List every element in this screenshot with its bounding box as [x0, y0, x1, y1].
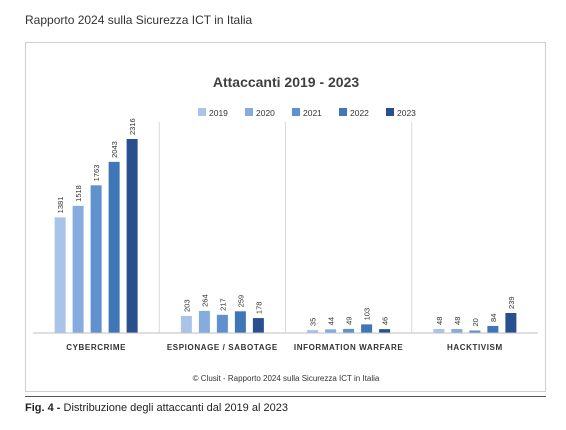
- bar-2-2023: [252, 318, 264, 333]
- data-label-1-2021: 1763: [92, 165, 101, 182]
- figure-label: Fig. 4 -: [25, 402, 61, 414]
- bar-2-2022: [234, 311, 246, 333]
- data-label-4-2023: 239: [507, 296, 516, 309]
- category-label: ESPIONAGE / SABOTAGE: [167, 343, 278, 352]
- figure-caption: Fig. 4 - Distribuzione degli attaccanti …: [25, 402, 288, 414]
- bars-group: 1381 1518 1763 2043 2316 203 264 217 259 178 35 44 4…: [54, 118, 517, 333]
- data-label-2-2019: 203: [182, 299, 191, 312]
- legend-label-2023: 2023: [397, 108, 416, 118]
- legend-label-2022: 2022: [350, 108, 369, 118]
- bar-3-2022: [361, 324, 373, 333]
- bar-4-2021: [469, 330, 481, 333]
- bar-2-2021: [216, 314, 228, 333]
- legend-swatch-2023: [386, 108, 394, 116]
- bar-4-2023: [505, 312, 517, 333]
- data-label-1-2019: 1381: [56, 197, 65, 214]
- legend-label-2019: 2019: [209, 108, 228, 118]
- report-header: Rapporto 2024 sulla Sicurezza ICT in Ita…: [25, 13, 253, 27]
- figure-rule: [25, 396, 546, 397]
- data-label-3-2021: 49: [345, 317, 354, 325]
- bar-3-2020: [325, 329, 337, 333]
- data-label-2-2022: 259: [236, 295, 245, 308]
- category-label: INFORMATION WARFARE: [294, 343, 404, 352]
- bar-1-2022: [108, 161, 120, 333]
- legend-label-2021: 2021: [303, 108, 322, 118]
- bar-1-2021: [90, 185, 102, 333]
- bar-1-2020: [72, 205, 84, 333]
- data-label-4-2021: 20: [471, 318, 480, 326]
- category-labels: CYBERCRIME ESPIONAGE / SABOTAGE INFORMATIO…: [66, 343, 503, 352]
- legend-swatch-2019: [198, 108, 206, 116]
- chart-legend: 2019 2020 2021 2022 2023: [198, 108, 416, 118]
- category-label: HACKTIVISM: [447, 343, 503, 352]
- bar-3-2021: [343, 328, 355, 333]
- data-label-2-2021: 217: [218, 298, 227, 311]
- bar-3-2019: [307, 330, 319, 333]
- data-label-2-2023: 178: [254, 302, 263, 315]
- bar-2-2019: [180, 315, 192, 333]
- data-label-1-2023: 2316: [128, 118, 137, 135]
- legend-swatch-2022: [339, 108, 347, 116]
- figure-caption-text: Distribuzione degli attaccanti dal 2019 …: [63, 402, 288, 414]
- bar-1-2019: [54, 217, 66, 333]
- data-label-3-2019: 35: [309, 318, 318, 326]
- data-label-3-2020: 44: [327, 317, 336, 325]
- bar-1-2023: [126, 139, 138, 333]
- legend-swatch-2020: [245, 108, 253, 116]
- bar-3-2023: [379, 329, 391, 333]
- bar-2-2020: [198, 310, 210, 333]
- category-label: CYBERCRIME: [66, 343, 126, 352]
- legend-swatch-2021: [292, 108, 300, 116]
- bar-4-2020: [451, 328, 463, 333]
- bar-4-2022: [487, 325, 499, 333]
- data-label-2-2020: 264: [200, 294, 209, 307]
- chart-title: Attaccanti 2019 - 2023: [213, 74, 360, 90]
- data-label-3-2023: 46: [381, 317, 390, 325]
- legend-label-2020: 2020: [256, 108, 275, 118]
- data-label-3-2022: 103: [363, 308, 372, 321]
- data-label-1-2020: 1518: [74, 185, 83, 202]
- chart-source: © Clusit - Rapporto 2024 sulla Sicurezza…: [193, 374, 380, 383]
- data-label-4-2022: 84: [489, 314, 498, 322]
- data-label-4-2019: 48: [435, 317, 444, 325]
- bar-4-2019: [433, 328, 445, 333]
- data-label-1-2022: 2043: [110, 141, 119, 158]
- category-dividers: [158, 122, 413, 333]
- data-label-4-2020: 48: [453, 317, 462, 325]
